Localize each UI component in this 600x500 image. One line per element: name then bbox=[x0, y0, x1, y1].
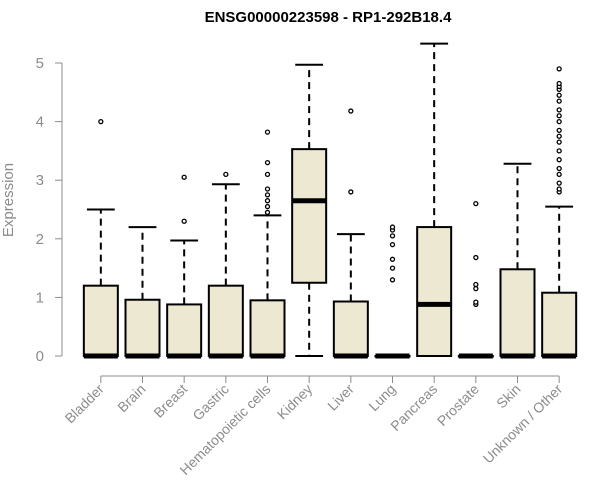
outlier-point bbox=[556, 98, 562, 104]
outlier-point bbox=[556, 80, 562, 87]
outlier-point bbox=[473, 281, 479, 288]
outlier-point bbox=[389, 233, 396, 239]
box-skin bbox=[499, 162, 536, 359]
y-axis: 0 1 2 3 4 5 bbox=[36, 55, 63, 365]
outlier-point bbox=[556, 127, 562, 134]
outlier-point bbox=[181, 174, 187, 180]
outlier-point bbox=[556, 133, 562, 139]
iqr-box bbox=[416, 226, 453, 357]
outlier-point bbox=[556, 148, 562, 154]
box-gastric bbox=[207, 171, 244, 359]
outlier-point bbox=[473, 285, 479, 292]
iqr-box bbox=[124, 298, 161, 357]
outlier-point bbox=[473, 200, 479, 207]
outlier-point bbox=[556, 92, 562, 98]
outlier-point bbox=[181, 218, 187, 224]
x-tick-label: Lung bbox=[365, 381, 398, 414]
outlier-point bbox=[473, 299, 479, 305]
y-tick-label: 2 bbox=[36, 231, 44, 248]
outlier-point bbox=[98, 118, 104, 125]
x-tick-label: Unknown / Other bbox=[480, 381, 566, 467]
outlier-point bbox=[264, 186, 271, 192]
x-tick-label: Skin bbox=[493, 381, 524, 412]
boxes-group bbox=[82, 42, 578, 359]
outlier-point bbox=[556, 107, 562, 113]
y-tick-label: 3 bbox=[36, 172, 44, 189]
outlier-point bbox=[556, 180, 562, 186]
x-tick-label: Breast bbox=[150, 381, 190, 421]
box-hematopoietic-cells bbox=[249, 129, 286, 359]
outlier-point bbox=[264, 159, 271, 166]
outlier-point bbox=[556, 171, 562, 177]
outlier-point bbox=[389, 277, 396, 283]
outlier-point bbox=[556, 186, 562, 192]
box-breast bbox=[166, 174, 203, 359]
outlier-point bbox=[264, 198, 271, 204]
x-tick-label: Liver bbox=[324, 381, 357, 414]
y-tick-label: 4 bbox=[36, 114, 44, 131]
x-tick-label: Brain bbox=[114, 381, 148, 415]
x-tick-label: Bladder bbox=[62, 381, 108, 427]
outlier-point bbox=[264, 192, 271, 198]
outlier-point bbox=[223, 171, 229, 177]
outlier-point bbox=[473, 254, 479, 261]
outlier-point bbox=[264, 209, 271, 216]
x-tick-label: Prostate bbox=[434, 381, 482, 429]
box-liver bbox=[332, 108, 369, 359]
outlier-point bbox=[389, 256, 396, 262]
y-tick-label: 1 bbox=[36, 289, 44, 306]
outlier-point bbox=[556, 113, 562, 119]
iqr-box bbox=[332, 300, 369, 358]
iqr-box bbox=[207, 284, 244, 357]
iqr-box bbox=[291, 148, 328, 284]
outlier-point bbox=[389, 265, 396, 271]
outlier-point bbox=[556, 66, 562, 72]
outlier-point bbox=[389, 242, 396, 248]
outlier-point bbox=[389, 224, 396, 230]
outlier-point bbox=[264, 171, 271, 177]
box-prostate bbox=[457, 200, 494, 359]
outlier-point bbox=[556, 165, 562, 172]
outlier-point bbox=[348, 108, 354, 114]
iqr-box bbox=[166, 303, 203, 358]
outlier-point bbox=[264, 203, 271, 210]
x-tick-label: Kidney bbox=[274, 381, 316, 423]
outlier-point bbox=[264, 129, 271, 135]
outlier-point bbox=[556, 157, 562, 163]
iqr-box bbox=[249, 299, 286, 357]
iqr-box bbox=[541, 291, 578, 358]
iqr-box bbox=[82, 284, 119, 357]
iqr-box bbox=[499, 268, 536, 357]
outlier-point bbox=[556, 139, 562, 145]
y-tick-label: 0 bbox=[36, 348, 44, 365]
box-pancreas bbox=[416, 42, 453, 357]
y-tick-label: 5 bbox=[36, 55, 44, 72]
box-kidney bbox=[291, 63, 328, 357]
box-brain bbox=[124, 226, 161, 359]
box-unknown-other bbox=[541, 66, 578, 359]
outlier-point bbox=[348, 189, 354, 195]
y-axis-label: Expression bbox=[0, 163, 17, 237]
box-bladder bbox=[82, 118, 119, 359]
outlier-point bbox=[556, 118, 562, 125]
chart-title: ENSG00000223598 - RP1-292B18.4 bbox=[205, 9, 452, 26]
box-lung bbox=[374, 224, 411, 359]
